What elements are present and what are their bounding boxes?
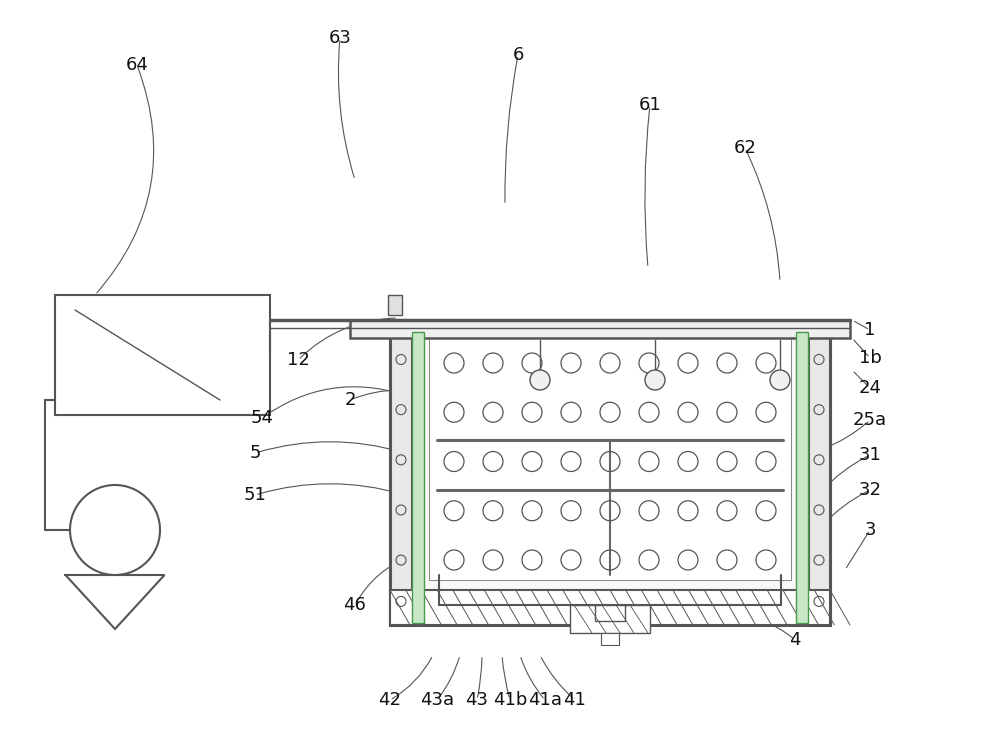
Text: 61: 61 [638, 96, 661, 114]
Text: 4: 4 [789, 631, 801, 649]
Text: 31: 31 [859, 446, 882, 464]
Text: 12: 12 [287, 351, 309, 369]
Text: 24: 24 [859, 379, 882, 397]
Text: 32: 32 [859, 481, 882, 499]
Text: 3: 3 [864, 521, 876, 539]
Text: 42: 42 [378, 691, 402, 709]
Text: 43: 43 [466, 691, 489, 709]
Bar [350, 320, 850, 338]
Text: 6: 6 [512, 46, 524, 64]
Circle shape [770, 370, 790, 390]
Text: 51: 51 [243, 486, 266, 504]
Bar [595, 605, 625, 621]
Text: 43a: 43a [420, 691, 454, 709]
Text: 2: 2 [344, 391, 356, 409]
Text: 41a: 41a [528, 691, 562, 709]
Text: 1b: 1b [859, 349, 882, 367]
Bar [390, 590, 830, 625]
Bar [55, 295, 270, 415]
Bar [390, 330, 830, 625]
Bar [570, 605, 650, 633]
Circle shape [70, 485, 160, 575]
Bar [412, 332, 424, 623]
Text: 63: 63 [329, 29, 352, 47]
Text: 41: 41 [563, 691, 586, 709]
Bar [388, 295, 402, 315]
Bar [796, 332, 808, 623]
Bar [601, 633, 619, 645]
Text: 5: 5 [249, 444, 261, 462]
Text: 25a: 25a [853, 411, 887, 429]
Circle shape [530, 370, 550, 390]
Text: 64: 64 [125, 56, 149, 74]
Text: 54: 54 [250, 409, 274, 427]
Text: 62: 62 [734, 139, 756, 157]
Bar [390, 330, 412, 625]
Bar [808, 330, 830, 625]
Circle shape [645, 370, 665, 390]
Text: 1: 1 [864, 321, 876, 339]
Bar [429, 338, 791, 580]
Text: 46: 46 [344, 596, 366, 614]
Text: 41b: 41b [492, 691, 527, 709]
